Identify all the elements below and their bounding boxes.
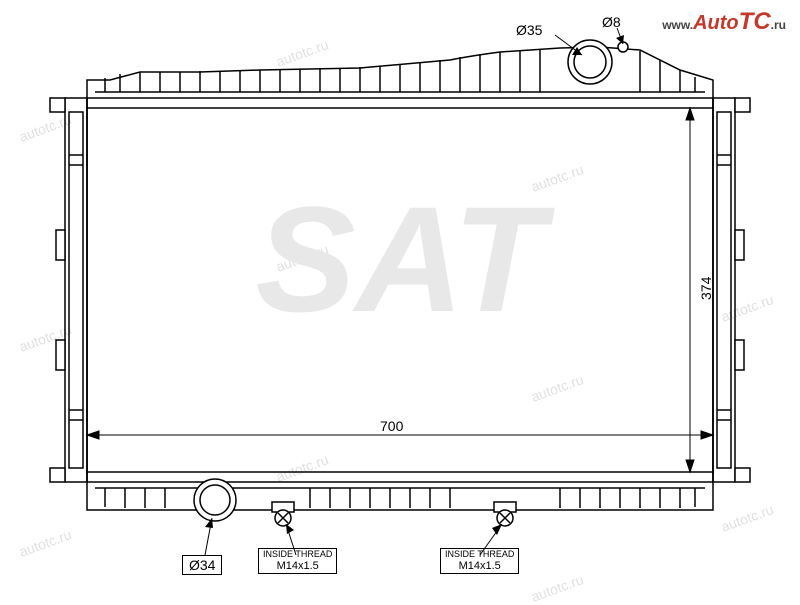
- callout-thread2: INSIDE THREAD M14x1.5: [440, 548, 519, 574]
- dim-height: 374: [698, 280, 721, 296]
- dim-width: 700: [380, 418, 403, 434]
- radiator-drawing: [0, 0, 800, 602]
- callout-bottom-hole: Ø34: [182, 555, 222, 575]
- callout-top-hole1: Ø35: [516, 22, 542, 38]
- callout-thread1: INSIDE THREAD M14x1.5: [258, 548, 337, 574]
- callout-top-hole2: Ø8: [602, 14, 621, 30]
